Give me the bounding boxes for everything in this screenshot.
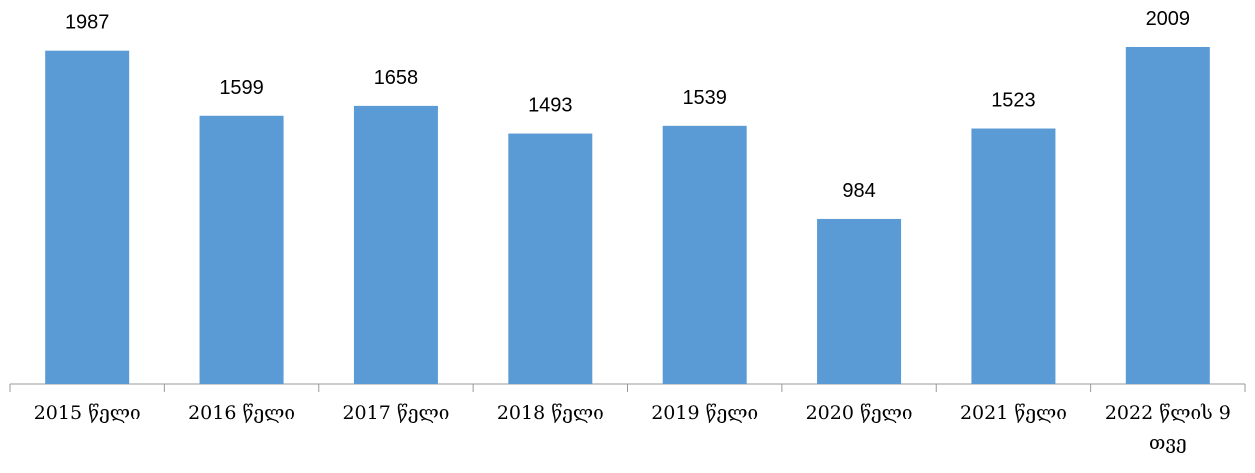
x-tick-label: 2018 წელი [496, 402, 604, 424]
bar [45, 50, 130, 384]
data-label: 1987 [65, 12, 110, 34]
data-label: 1599 [219, 77, 264, 99]
bar [662, 125, 747, 385]
data-label: 1658 [374, 67, 419, 89]
data-label: 2009 [1146, 8, 1191, 30]
x-tick-label: 2019 წელი [651, 402, 759, 424]
x-tick-label: 2015 წელი [33, 402, 141, 424]
bar [817, 218, 902, 384]
data-label: 984 [842, 180, 875, 202]
x-tick-label: 2021 წელი [959, 402, 1067, 424]
bar [971, 128, 1056, 384]
data-label: 1539 [682, 87, 727, 109]
x-tick-label: 2017 წელი [342, 402, 450, 424]
data-label: 1523 [991, 90, 1036, 112]
x-tick-label: 2022 წლის 9 თვე [1104, 402, 1231, 454]
bar [1125, 47, 1210, 384]
bar [508, 133, 593, 384]
bar [353, 105, 438, 385]
x-tick-label: 2016 წელი [188, 402, 296, 424]
data-label: 1493 [528, 95, 573, 117]
x-tick-label: 2020 წელი [805, 402, 913, 424]
bar [199, 115, 284, 384]
